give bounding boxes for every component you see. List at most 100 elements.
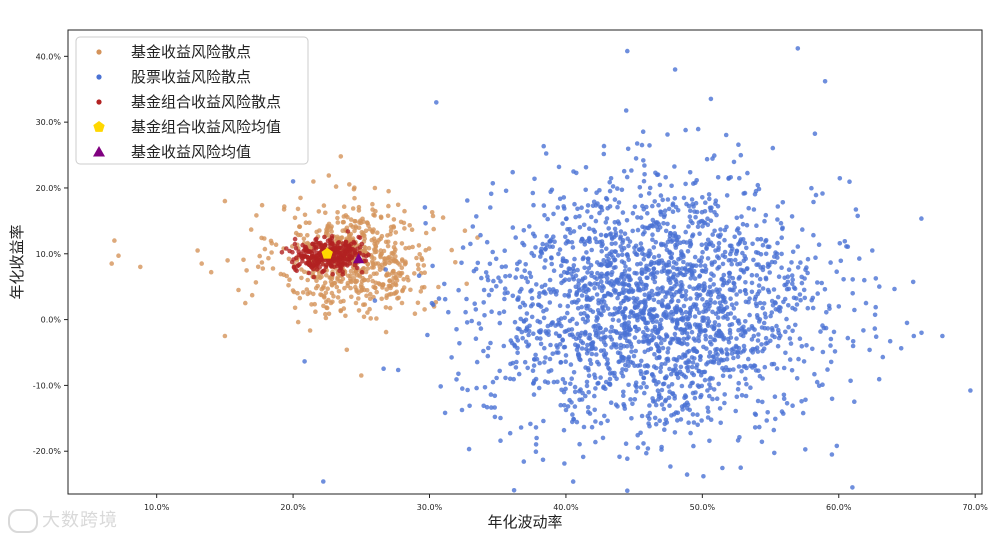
scatter-point [816,383,822,389]
y-tick-label: 40.0% [36,52,62,61]
scatter-point [418,289,424,294]
scatter-point [544,307,549,312]
scatter-point [711,282,716,287]
scatter-point [399,300,405,306]
scatter-point [615,186,620,191]
scatter-point [765,410,770,415]
scatter-point [690,232,696,237]
scatter-point [717,234,722,239]
scatter-point [300,259,305,264]
scatter-point [757,373,763,379]
scatter-point [666,384,671,389]
scatter-point [634,296,640,302]
scatter-point [297,295,303,301]
scatter-point [765,326,771,331]
scatter-point [762,218,767,224]
scatter-point [716,255,721,261]
scatter-point [560,338,565,343]
scatter-point [286,283,291,288]
scatter-point [485,277,491,283]
scatter-point [341,219,347,225]
scatter-point [633,348,638,354]
scatter-point [703,241,709,247]
scatter-point [385,233,390,238]
scatter-point [638,193,644,198]
scatter-point [570,245,576,250]
scatter-point [739,214,744,219]
scatter-point [669,255,674,261]
scatter-point [760,267,766,273]
scatter-point [647,248,652,254]
scatter-point [742,330,747,335]
scatter-point [798,260,803,265]
scatter-point [708,292,714,298]
scatter-point [723,299,728,305]
scatter-point [482,313,487,318]
scatter-point [727,330,733,336]
scatter-point [872,326,878,331]
scatter-point [510,360,516,366]
scatter-point [637,288,643,293]
x-tick-label: 30.0% [417,503,443,512]
scatter-point [683,127,688,133]
scatter-point [639,142,645,148]
scatter-point [588,282,594,287]
scatter-point [356,296,361,301]
scatter-point [372,185,378,191]
scatter-point [712,320,718,325]
scatter-point [650,203,655,209]
scatter-point [729,351,735,356]
scatter-point [630,228,635,234]
scatter-point [771,361,777,367]
scatter-point [112,238,117,243]
scatter-point [558,273,564,279]
scatter-point [702,209,708,214]
scatter-point [687,244,693,249]
scatter-point [832,349,838,354]
scatter-point [755,182,761,188]
scatter-point [643,304,648,309]
scatter-point [654,291,659,297]
scatter-point [675,418,680,423]
scatter-point [567,332,573,338]
scatter-point [414,255,419,261]
scatter-point [372,249,378,255]
scatter-point [286,256,292,262]
scatter-point [681,373,687,378]
scatter-point [688,276,694,281]
scatter-point [810,295,816,301]
scatter-point [792,307,798,312]
scatter-point [608,176,614,181]
scatter-point [656,391,662,397]
scatter-point [708,218,714,223]
scatter-point [687,214,693,219]
scatter-point [551,268,557,274]
scatter-point [628,359,634,365]
scatter-point [673,367,678,372]
scatter-point [273,242,279,247]
scatter-point [758,236,764,242]
scatter-point [686,420,691,426]
scatter-point [742,288,748,293]
scatter-point [547,277,553,283]
scatter-point [700,195,705,200]
scatter-point [744,245,749,251]
scatter-point [746,327,752,332]
scatter-point [715,266,720,271]
scatter-point [538,341,544,347]
scatter-point [861,328,866,333]
scatter-point [329,263,335,269]
scatter-point [642,225,648,230]
scatter-point [550,351,555,357]
scatter-point [626,288,632,294]
scatter-point [419,257,425,263]
scatter-point [565,310,570,316]
scatter-point [403,261,408,266]
scatter-point [772,450,777,456]
scatter-point [640,231,646,237]
scatter-point [708,96,714,102]
scatter-point [796,356,801,362]
scatter-point [623,441,629,447]
scatter-point [620,252,625,257]
scatter-point [705,237,711,243]
